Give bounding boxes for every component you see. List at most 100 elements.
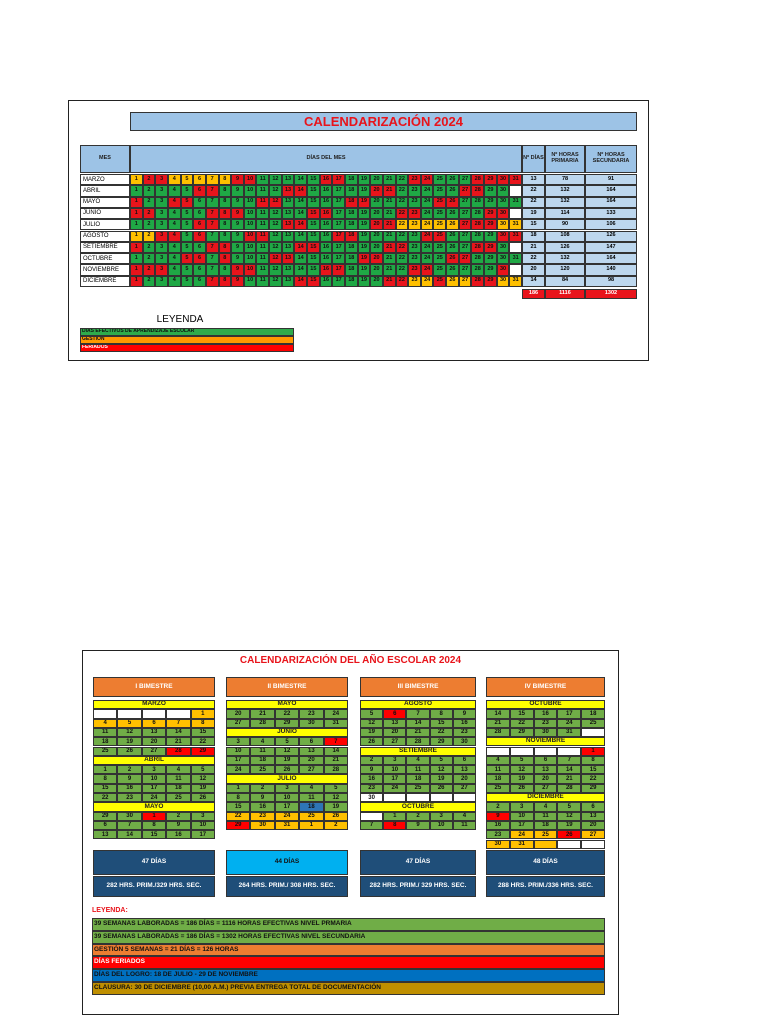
day-cell: 24 xyxy=(323,709,348,719)
day-cell: 4 xyxy=(167,253,181,265)
day-cell: 21 xyxy=(382,207,396,220)
day-cell: 12 xyxy=(269,264,282,276)
day-cell: 2 xyxy=(142,185,156,197)
day-cell: 17 xyxy=(332,230,345,242)
day-cell: 31 xyxy=(323,718,348,728)
day-cell: 21 xyxy=(406,727,430,738)
day-cell: 19 xyxy=(357,174,371,186)
day-cell: 28 xyxy=(166,746,191,756)
day-cell: 18 xyxy=(344,230,358,242)
day-cell: 29 xyxy=(484,174,497,186)
day-cell: 14 xyxy=(166,727,191,738)
day-cell: 25 xyxy=(93,746,118,756)
day-cell: 16 xyxy=(486,820,510,831)
day-cell: 10 xyxy=(190,820,215,831)
day-cell xyxy=(509,185,522,197)
hours-secondary: 106 xyxy=(585,219,637,231)
day-cell: 21 xyxy=(382,275,396,287)
day-cell: 25 xyxy=(433,185,447,197)
day-cell: 12 xyxy=(269,241,282,254)
day-cell: 12 xyxy=(274,746,300,756)
bimester-header: III BIMESTRE xyxy=(360,677,476,697)
day-cell: 6 xyxy=(193,275,206,287)
day-cell: 19 xyxy=(357,253,371,265)
day-cell xyxy=(509,746,534,756)
day-cell: 9 xyxy=(231,275,244,287)
day-cell: 31 xyxy=(509,253,522,265)
day-cell: 12 xyxy=(269,207,282,220)
day-cell: 8 xyxy=(141,820,167,831)
legend-item: CLAUSURA: 30 DE DICIEMBRE (10,00 A.M.) P… xyxy=(92,982,605,995)
day-cell: 13 xyxy=(93,830,118,840)
day-cell: 15 xyxy=(307,230,320,242)
day-cell: 23 xyxy=(408,264,421,276)
school-year-title: CALENDARIZACIÓN DEL AÑO ESCOLAR 2024 xyxy=(239,654,462,666)
day-cell: 24 xyxy=(420,275,434,287)
day-cell xyxy=(452,793,476,803)
day-cell: 1 xyxy=(130,219,143,231)
day-cell: 4 xyxy=(167,174,181,186)
day-cell: 18 xyxy=(581,709,605,719)
total-hours-primary: 1116 xyxy=(545,289,585,299)
day-cell: 24 xyxy=(141,793,167,803)
day-cell: 27 xyxy=(458,219,472,231)
day-cell: 3 xyxy=(155,174,168,186)
n-days: 14 xyxy=(522,275,545,287)
day-cell: 28 xyxy=(406,737,430,747)
bimester-header: IV BIMESTRE xyxy=(486,677,605,697)
day-cell: 26 xyxy=(446,219,459,231)
day-cell: 16 xyxy=(452,718,476,728)
day-cell: 18 xyxy=(344,241,358,254)
day-cell: 13 xyxy=(281,196,295,208)
day-cell: 1 xyxy=(130,174,143,186)
day-cell: 21 xyxy=(382,196,396,208)
day-cell: 19 xyxy=(357,230,371,242)
day-cell: 24 xyxy=(420,219,434,231)
day-cell: 16 xyxy=(319,241,333,254)
day-cell: 8 xyxy=(226,793,251,803)
day-cell: 29 xyxy=(484,185,497,197)
day-cell: 14 xyxy=(294,253,308,265)
day-cell: 11 xyxy=(256,174,270,186)
month-header: JUNIO xyxy=(226,727,348,738)
day-cell: 26 xyxy=(429,783,453,793)
day-cell: 22 xyxy=(429,727,453,738)
day-cell xyxy=(509,264,522,276)
day-cell: 13 xyxy=(581,811,605,821)
day-cell: 22 xyxy=(395,275,409,287)
day-cell: 12 xyxy=(269,185,282,197)
day-cell: 18 xyxy=(486,774,510,784)
day-cell: 20 xyxy=(370,196,383,208)
bimester-days: 47 DÍAS xyxy=(360,850,476,875)
day-cell: 11 xyxy=(256,253,270,265)
hours-primary: 126 xyxy=(545,241,585,254)
day-cell: 9 xyxy=(231,219,244,231)
day-cell: 30 xyxy=(250,820,275,831)
day-cell: 18 xyxy=(344,275,358,287)
day-cell: 25 xyxy=(166,793,191,803)
day-cell: 2 xyxy=(142,253,156,265)
day-cell: 7 xyxy=(205,253,219,265)
day-cell: 8 xyxy=(581,755,605,766)
day-cell: 5 xyxy=(180,230,194,242)
day-cell: 15 xyxy=(190,727,215,738)
day-cell: 11 xyxy=(533,811,558,821)
day-cell: 24 xyxy=(420,174,434,186)
day-cell: 4 xyxy=(250,737,275,747)
day-cell: 17 xyxy=(332,174,345,186)
day-cell: 19 xyxy=(190,783,215,793)
day-cell: 10 xyxy=(243,185,257,197)
day-cell: 4 xyxy=(166,765,191,775)
day-cell: 21 xyxy=(382,185,396,197)
day-cell: 30 xyxy=(496,275,510,287)
day-cell: 1 xyxy=(383,811,407,821)
day-cell: 25 xyxy=(406,783,430,793)
day-cell: 14 xyxy=(294,196,308,208)
month-header: AGOSTO xyxy=(360,700,476,710)
day-cell: 4 xyxy=(167,207,181,220)
day-cell: 24 xyxy=(509,830,534,840)
day-cell: 18 xyxy=(344,174,358,186)
hours-primary: 132 xyxy=(545,253,585,265)
bimester-hours: 282 HRS. PRIM./329 HRS. SEC. xyxy=(93,876,215,897)
day-cell: 26 xyxy=(117,746,142,756)
